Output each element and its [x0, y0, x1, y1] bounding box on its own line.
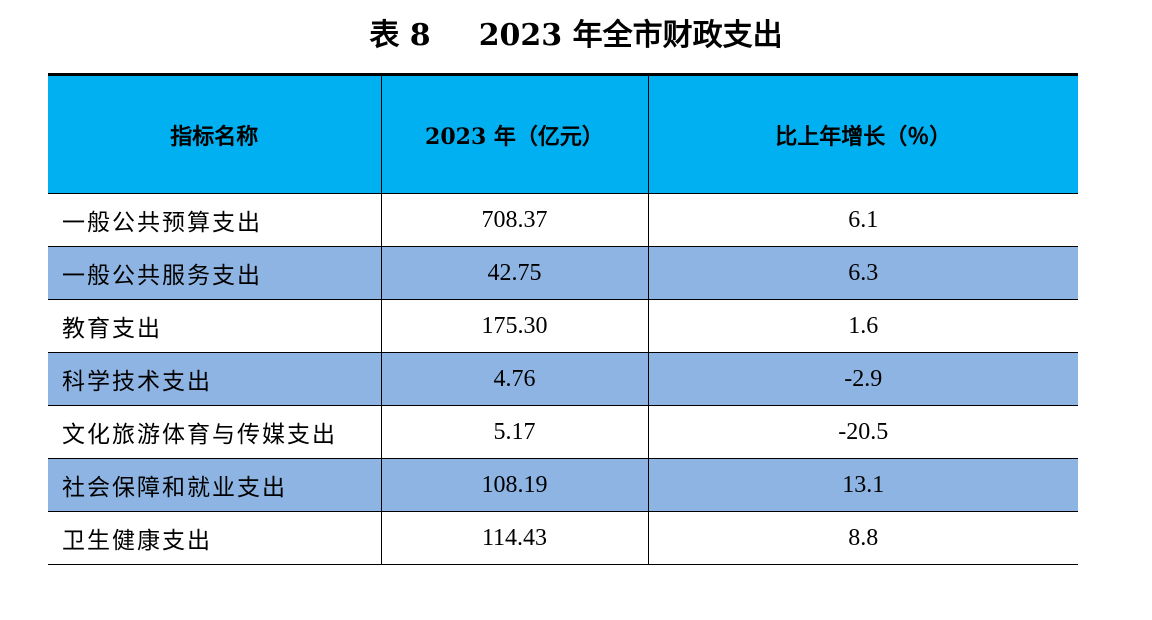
row-name: 教育支出	[48, 299, 382, 353]
row-value: 5.17	[381, 405, 649, 459]
row-name: 社会保障和就业支出	[48, 458, 382, 512]
table-title-text: 2023 年全市财政支出	[478, 18, 783, 53]
table-row: 社会保障和就业支出 108.19 13.1	[48, 458, 1078, 512]
row-growth: 1.6	[648, 299, 1078, 353]
row-name: 一般公共服务支出	[48, 246, 382, 300]
row-name: 一般公共预算支出	[48, 193, 382, 247]
row-value: 108.19	[381, 458, 649, 512]
row-name: 科学技术支出	[48, 352, 382, 406]
table-row: 一般公共服务支出 42.75 6.3	[48, 246, 1078, 300]
table-title: 表 8 2023 年全市财政支出	[0, 14, 1152, 58]
table-row: 文化旅游体育与传媒支出 5.17 -20.5	[48, 405, 1078, 459]
row-value: 4.76	[381, 352, 649, 406]
row-growth: 6.1	[648, 193, 1078, 247]
row-growth: 13.1	[648, 458, 1078, 512]
table-row: 教育支出 175.30 1.6	[48, 299, 1078, 353]
row-value: 175.30	[381, 299, 649, 353]
row-growth: 8.8	[648, 511, 1078, 565]
fiscal-expenditure-table: 指标名称 2023 年（亿元） 比上年增长（％） 一般公共预算支出 708.37…	[48, 73, 1078, 565]
header-growth: 比上年增长（％）	[648, 74, 1078, 194]
row-value: 42.75	[381, 246, 649, 300]
table-number: 表 8	[369, 18, 431, 53]
table-row: 卫生健康支出 114.43 8.8	[48, 511, 1078, 565]
row-growth: -20.5	[648, 405, 1078, 459]
row-name: 文化旅游体育与传媒支出	[48, 405, 382, 459]
header-row: 指标名称 2023 年（亿元） 比上年增长（％）	[48, 74, 1078, 194]
table-row: 一般公共预算支出 708.37 6.1	[48, 193, 1078, 247]
row-value: 114.43	[381, 511, 649, 565]
row-name: 卫生健康支出	[48, 511, 382, 565]
table-row: 科学技术支出 4.76 -2.9	[48, 352, 1078, 406]
header-value-2023: 2023 年（亿元）	[381, 74, 649, 194]
header-indicator-name: 指标名称	[48, 74, 382, 194]
row-growth: 6.3	[648, 246, 1078, 300]
row-value: 708.37	[381, 193, 649, 247]
row-growth: -2.9	[648, 352, 1078, 406]
